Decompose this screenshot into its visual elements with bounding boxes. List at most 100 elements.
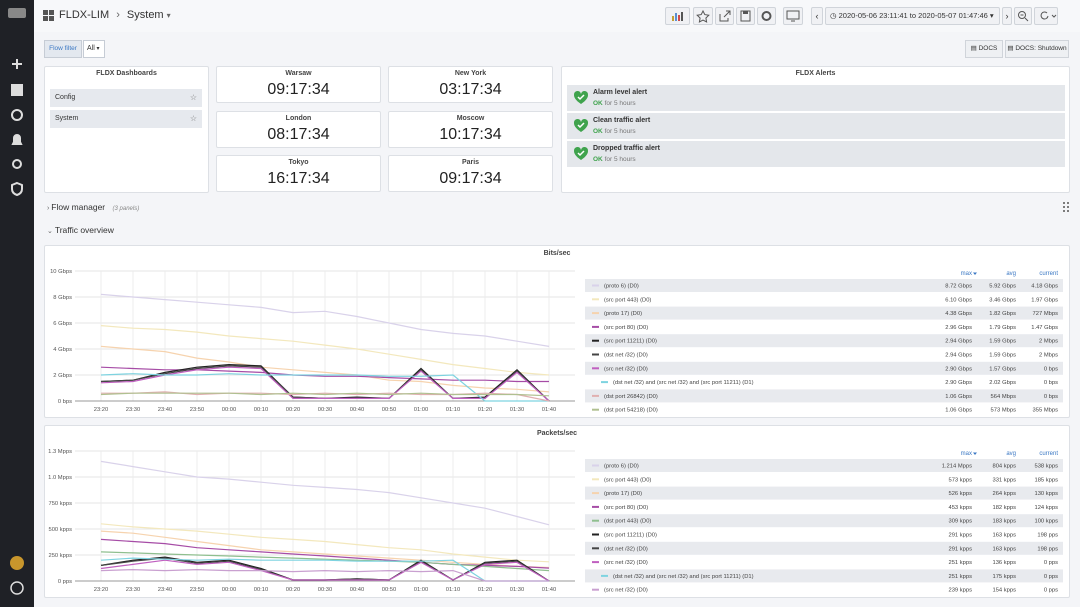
clock-panel: Paris 09:17:34 <box>388 155 553 192</box>
settings-button[interactable] <box>757 7 776 25</box>
tv-mode-button[interactable] <box>783 7 803 25</box>
clock-time: 08:17:34 <box>267 125 330 143</box>
legend-value: 355 Mbps <box>1033 408 1059 414</box>
legend-name: (src port 443) (D0) <box>604 477 651 483</box>
legend-value: 251 kpps <box>948 560 972 566</box>
legend-value: 331 kpps <box>992 477 1016 483</box>
y-tick-label: 2 Gbps <box>53 373 72 379</box>
y-tick-label: 750 kpps <box>48 501 72 507</box>
dashboards-icon[interactable] <box>11 84 23 96</box>
clock-city: New York <box>454 70 487 77</box>
avatar[interactable] <box>10 556 24 570</box>
graph-panel: Packets/sec 0 pps 250 kpps 500 kpps 750 kpps… <box>44 425 1070 598</box>
row-header[interactable]: ⌄ Traffic overview <box>47 225 114 235</box>
series-line <box>100 325 550 376</box>
legend-value: 1.06 Gbps <box>945 394 972 400</box>
legend-name: (proto 6) (D0) <box>604 284 639 290</box>
x-tick-label: 00:20 <box>286 587 301 593</box>
legend-value: 6.10 Gbps <box>945 297 972 303</box>
x-tick-label: 23:50 <box>190 587 205 593</box>
explore-icon[interactable] <box>11 109 23 121</box>
legend-value: 130 kpps <box>1034 491 1058 497</box>
legend-row-bg <box>585 486 1063 500</box>
legend-name: (src port 11211) (D0) <box>604 339 657 345</box>
star-button[interactable] <box>693 7 713 25</box>
legend-row-bg <box>585 306 1063 320</box>
alert-ok-icon <box>573 90 589 104</box>
legend-header: avg <box>1006 451 1016 457</box>
shield-icon[interactable] <box>11 181 23 197</box>
series-line <box>100 523 550 563</box>
dashboard-item[interactable]: System ☆ <box>50 110 202 128</box>
series-line <box>100 559 550 582</box>
legend-name: (src net /32) (D0) <box>604 366 648 372</box>
drag-handle[interactable] <box>1062 201 1070 213</box>
config-icon[interactable] <box>12 159 22 169</box>
clock-city: London <box>285 114 312 122</box>
legend-value: 154 kpps <box>992 588 1016 594</box>
alerting-icon[interactable] <box>11 134 23 145</box>
legend-value: 2 Mbps <box>1039 339 1058 345</box>
logo[interactable] <box>8 8 26 18</box>
zoom-out-button[interactable] <box>1014 7 1032 25</box>
alert-state: OK <box>593 128 603 135</box>
legend-value: 0 bps <box>1044 394 1058 400</box>
docs-link[interactable]: ▤ DOCS <box>965 40 1003 58</box>
share-button[interactable] <box>715 7 734 25</box>
legend-value: 136 kpps <box>992 560 1016 566</box>
dashboards-panel: FLDX Dashboards Config ☆ System ☆ <box>44 66 209 193</box>
refresh-button[interactable] <box>1034 7 1058 25</box>
x-tick-label: 23:30 <box>126 587 141 593</box>
alert-state: OK <box>593 156 603 163</box>
add-panel-button[interactable] <box>665 7 690 25</box>
x-tick-label: 01:20 <box>478 407 493 413</box>
dashboard-title[interactable]: System <box>126 9 164 21</box>
panel-title: Bits/sec <box>544 250 571 257</box>
time-picker[interactable]: ◷ 2020-05-06 23:11:41 to 2020-05-07 01:4… <box>825 7 1000 25</box>
legend-name: (src port 11211) (D0) <box>604 533 657 539</box>
help-icon[interactable] <box>10 581 24 595</box>
x-tick-label: 00:10 <box>254 587 269 593</box>
alert-item: Dropped traffic alert OK for 5 hours <box>567 141 1065 167</box>
sidebar-icons <box>8 8 26 595</box>
save-button[interactable] <box>736 7 755 25</box>
clock-time: 09:17:34 <box>267 81 330 98</box>
alert-name[interactable]: Alarm level alert <box>593 89 648 96</box>
legend-name: (dst port 443) (D0) <box>604 519 651 525</box>
docs-shutdown-link[interactable]: ▤ DOCS: Shutdown <box>1005 40 1069 58</box>
alert-since: for 5 hours <box>604 156 636 163</box>
x-tick-label: 23:50 <box>190 407 205 413</box>
folder-title[interactable]: FLDX-LIM <box>59 9 110 21</box>
x-tick-label: 00:40 <box>350 587 365 593</box>
panel-title: FLDX Alerts <box>795 70 836 77</box>
y-tick-label: 500 kpps <box>48 527 72 533</box>
legend-name: (src port 80) (D0) <box>604 325 648 331</box>
alert-since: for 5 hours <box>604 128 636 135</box>
add-icon[interactable] <box>12 59 22 69</box>
filter-select[interactable]: All ▾ <box>83 40 105 58</box>
panel-title: Packets/sec <box>537 430 577 437</box>
x-tick-label: 23:30 <box>126 407 141 413</box>
legend-value: 564 Mbps <box>991 394 1017 400</box>
legend-name: (dst port 26842) (D0) <box>604 394 658 400</box>
alert-since: for 5 hours <box>604 100 636 107</box>
time-forward-button[interactable]: › <box>1002 7 1012 25</box>
time-back-button[interactable]: ‹ <box>811 7 823 25</box>
legend-value: 2.94 Gbps <box>945 353 972 359</box>
dashboard-item[interactable]: Config ☆ <box>50 89 202 107</box>
legend-value: 2.94 Gbps <box>945 339 972 345</box>
alert-name[interactable]: Dropped traffic alert <box>593 145 660 152</box>
legend-header: avg <box>1006 271 1016 277</box>
alert-name[interactable]: Clean traffic alert <box>593 117 651 124</box>
legend-value: 573 kpps <box>948 477 972 483</box>
legend-value: 1.59 Gbps <box>989 339 1016 345</box>
row-header[interactable]: › Flow manager (3 panels) <box>47 202 140 212</box>
legend-row-bg <box>585 361 1063 375</box>
clock-time: 16:17:34 <box>267 170 330 187</box>
check <box>577 94 585 101</box>
clock-city: Moscow <box>456 114 485 122</box>
series-line <box>100 293 550 347</box>
row-title: Flow manager <box>51 202 106 212</box>
series-line <box>100 366 550 402</box>
legend-value: 1.06 Gbps <box>945 408 972 414</box>
